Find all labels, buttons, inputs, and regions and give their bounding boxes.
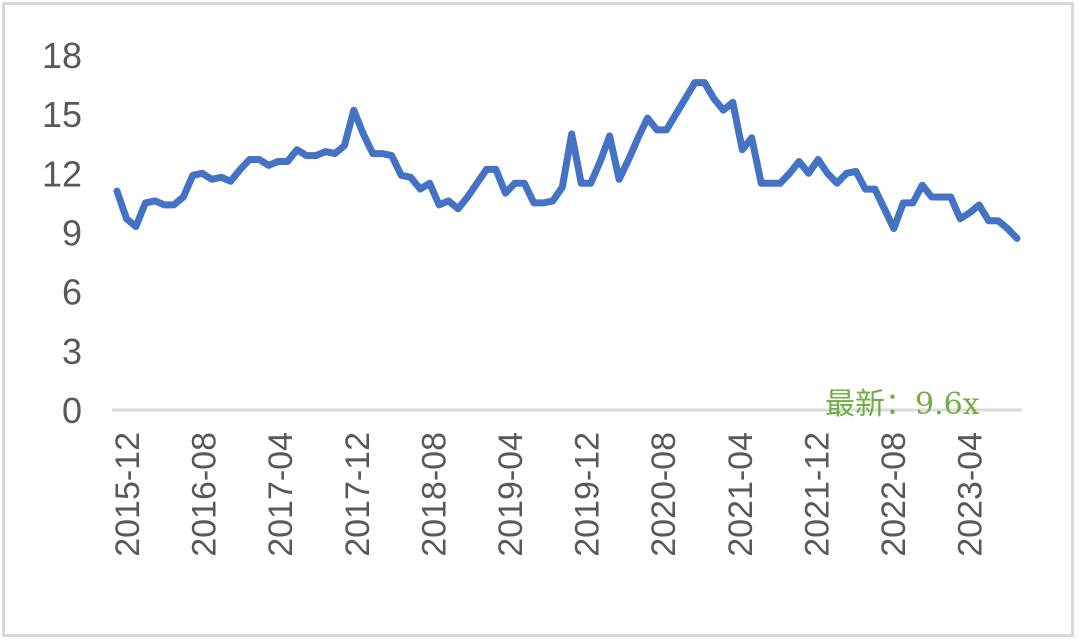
x-tick-label: 2015-12 [109,432,147,557]
series-line [113,79,1021,242]
x-tick-label: 2023-04 [952,432,990,557]
x-tick-label: 2017-04 [262,432,300,557]
x-axis-ticks: 2015-12 2016-08 2017-04 2017-12 2018-08 2019-… [109,432,990,557]
x-tick-label: 2022-08 [875,432,913,557]
x-tick-label: 2019-04 [492,432,530,557]
x-tick-label: 2017-12 [339,432,377,557]
y-tick-label: 3 [62,331,82,372]
y-tick-label: 6 [62,272,82,313]
y-tick-label: 18 [42,35,82,76]
y-tick-label: 0 [62,390,82,431]
x-tick-label: 2019-12 [569,432,607,557]
latest-value-annotation: 最新：9.6x [825,387,980,422]
y-axis-ticks: 0 3 6 9 12 15 18 [42,35,82,431]
y-tick-label: 12 [42,153,82,194]
x-tick-label: 2016-08 [186,432,224,557]
y-tick-label: 9 [62,213,82,254]
x-tick-label: 2021-04 [722,432,760,557]
x-tick-label: 2021-12 [798,432,836,557]
x-tick-label: 2018-08 [415,432,453,557]
y-tick-label: 15 [42,94,82,135]
x-tick-label: 2020-08 [645,432,683,557]
